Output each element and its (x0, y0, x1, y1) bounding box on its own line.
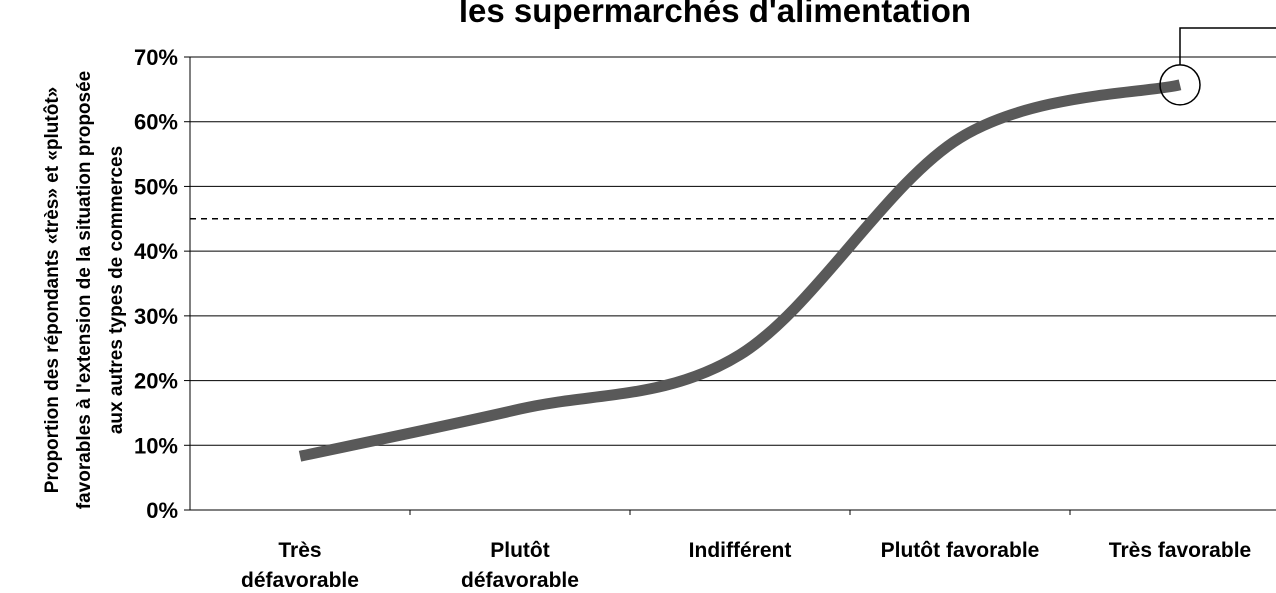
y-axis-label: aux autres types de commerces (106, 146, 127, 434)
x-tick-label: Plutôt favorable (881, 539, 1040, 562)
callout-line (1179, 27, 1276, 65)
x-tick-label: Très défavorable (241, 539, 359, 592)
x-tick-label: Indifférent (689, 539, 792, 562)
y-tick-label: 10% (134, 433, 178, 458)
y-axis-label: favorables à l'extension de la situation… (74, 71, 95, 509)
y-tick-label: 60% (134, 110, 178, 135)
line-series (298, 79, 1182, 462)
x-tick-label: Très favorable (1109, 539, 1251, 562)
y-axis-label: Proportion des répondants «très» et «plu… (42, 87, 63, 493)
y-tick-label: 30% (134, 304, 178, 329)
y-tick-label: 20% (134, 369, 178, 394)
x-tick-label: Plutôt défavorable (461, 539, 579, 592)
y-tick-label: 40% (134, 239, 178, 264)
y-tick-label: 70% (134, 45, 178, 70)
y-tick-label: 50% (134, 174, 178, 199)
y-tick-label: 0% (146, 498, 178, 523)
chart-title: les supermarchés d'alimentation (459, 0, 971, 29)
